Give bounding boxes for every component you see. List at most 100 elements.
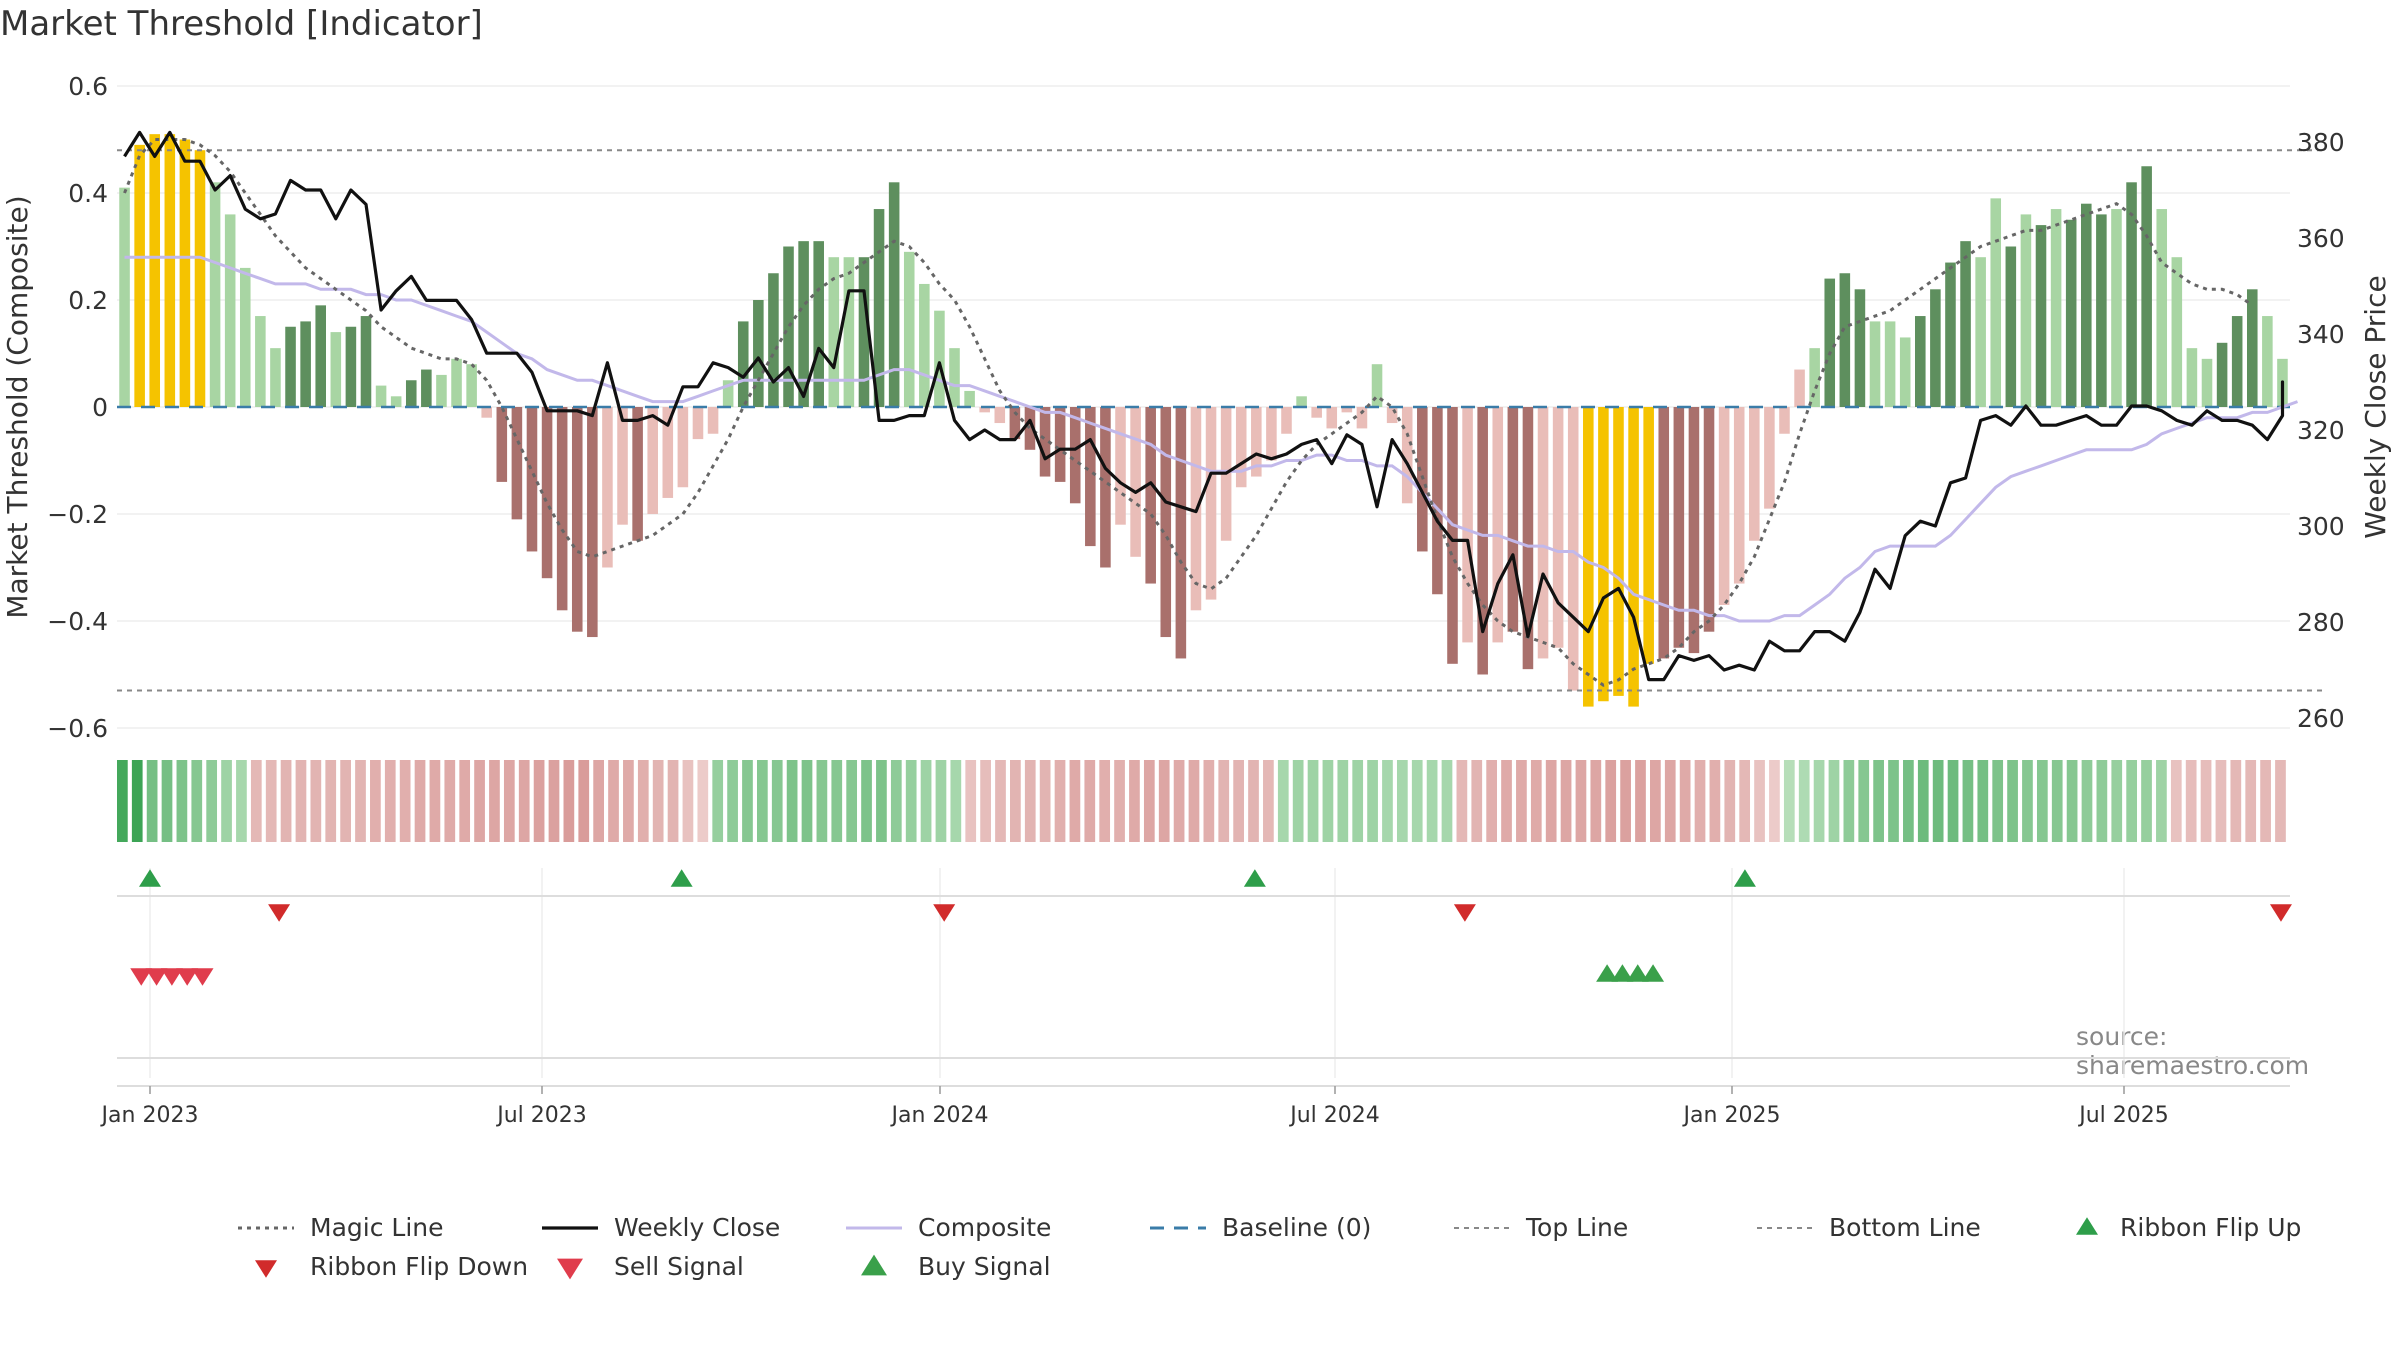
- buy-signal-marker: [1626, 964, 1649, 982]
- ribbon-cell: [1575, 760, 1587, 842]
- ribbon-cell: [1382, 760, 1393, 842]
- composite-bar: [1024, 407, 1036, 450]
- ribbon-cell: [1367, 760, 1378, 842]
- composite-bar: [421, 369, 432, 407]
- y-tick-label: −0.2: [47, 500, 108, 529]
- y-axis-label: Market Threshold (Composite): [1, 195, 34, 618]
- legend-label: Top Line: [1525, 1213, 1628, 1242]
- composite-bar: [888, 182, 900, 407]
- composite-bar: [1915, 316, 1926, 407]
- composite-bar: [2201, 358, 2213, 407]
- ribbon-cell: [1545, 760, 1557, 842]
- ribbon-cell: [935, 760, 947, 842]
- composite-bar: [1628, 407, 1639, 707]
- composite-bar: [541, 407, 553, 579]
- composite-bar: [2156, 209, 2168, 407]
- ribbon-cell: [1426, 760, 1438, 842]
- ribbon-cell: [1932, 760, 1944, 842]
- ribbon-cell: [131, 760, 143, 842]
- legend-label: Composite: [918, 1213, 1051, 1242]
- ribbon-cell: [1114, 760, 1125, 842]
- ribbon-cell: [146, 760, 158, 842]
- composite-bar: [164, 134, 176, 407]
- ribbon-flip-down-marker: [1453, 904, 1476, 922]
- composite-bar: [481, 407, 492, 418]
- ribbon-cell: [533, 760, 545, 842]
- ribbon-cell: [503, 760, 515, 842]
- sell-signal-marker: [145, 968, 168, 986]
- ribbon-cell: [2185, 760, 2197, 842]
- ribbon-cell: [801, 760, 813, 842]
- composite-bar: [934, 310, 945, 407]
- composite-bar: [1386, 407, 1398, 424]
- ribbon-cell: [1977, 760, 1989, 842]
- composite-bar: [662, 407, 674, 498]
- composite-bar: [1462, 407, 1473, 643]
- composite-bar: [647, 407, 658, 514]
- composite-bar: [1794, 369, 1805, 407]
- ribbon-cell: [2141, 760, 2152, 842]
- composite-bar: [1854, 289, 1866, 407]
- composite-bar: [1613, 407, 1624, 696]
- x-tick-label: Jan 2025: [1682, 1103, 1781, 1128]
- ribbon-cell: [117, 760, 128, 842]
- composite-bar: [722, 380, 734, 407]
- composite-bar: [1069, 407, 1081, 504]
- chart-title: Market Threshold [Indicator]: [0, 4, 483, 44]
- composite-bar: [1311, 407, 1322, 418]
- composite-bar: [1718, 407, 1730, 605]
- ribbon-cell: [1754, 760, 1765, 842]
- composite-bar: [2126, 182, 2137, 407]
- composite-bar: [2186, 348, 2198, 407]
- legend-label: Magic Line: [310, 1213, 444, 1242]
- y2-tick-label: 320: [2297, 416, 2345, 445]
- composite-bar: [209, 182, 221, 407]
- ribbon-cell: [2126, 760, 2137, 842]
- ribbon-cell: [2245, 760, 2257, 842]
- ribbon-cell: [697, 760, 709, 842]
- ribbon-cell: [1992, 760, 2004, 842]
- composite-bar: [405, 380, 417, 407]
- ribbon-cell: [2081, 760, 2093, 842]
- composite-bar: [1930, 289, 1941, 407]
- x-tick-label: Jan 2023: [100, 1103, 199, 1128]
- ribbon-cell: [1054, 760, 1066, 842]
- composite-bar: [1401, 407, 1413, 504]
- composite-bar: [617, 407, 628, 525]
- composite-bar: [1643, 407, 1654, 664]
- y-tick-label: −0.6: [47, 714, 108, 743]
- ribbon-cell: [295, 760, 307, 842]
- ribbon-cell: [2275, 760, 2286, 842]
- y2-tick-label: 280: [2297, 608, 2345, 637]
- composite-bar: [360, 316, 372, 407]
- ribbon-flip-up-marker: [670, 869, 693, 887]
- ribbon-cell: [2170, 760, 2182, 842]
- composite-bar: [1281, 407, 1292, 434]
- legend-swatch-ribbon-flip-down: [255, 1260, 277, 1278]
- composite-bar: [1869, 321, 1881, 407]
- ribbon-cell: [1962, 760, 1974, 842]
- legend-label: Sell Signal: [614, 1252, 744, 1281]
- ribbon-cell: [1263, 760, 1274, 842]
- ribbon-cell: [1694, 760, 1706, 842]
- composite-bar: [2050, 209, 2062, 407]
- ribbon-cell: [2111, 760, 2123, 842]
- ribbon-flip-down-marker: [2269, 904, 2292, 922]
- composite-bar: [1567, 407, 1579, 691]
- composite-bar: [753, 300, 764, 407]
- ribbon-cell: [429, 760, 441, 842]
- ribbon-cell: [682, 760, 694, 842]
- ribbon-flip-up-marker: [1733, 869, 1756, 887]
- ribbon-cell: [191, 760, 203, 842]
- ribbon-cell: [1010, 760, 1021, 842]
- ribbon-cell: [340, 760, 351, 842]
- y-tick-label: 0.2: [68, 286, 108, 315]
- buy-signal-marker: [1642, 964, 1665, 982]
- legend-label: Ribbon Flip Up: [2120, 1213, 2301, 1242]
- ribbon-cell: [2260, 760, 2271, 842]
- ribbon-cell: [876, 760, 887, 842]
- composite-bar: [134, 144, 145, 407]
- composite-bar: [571, 407, 583, 632]
- sell-signal-marker: [191, 968, 214, 986]
- composite-bar: [1341, 407, 1353, 413]
